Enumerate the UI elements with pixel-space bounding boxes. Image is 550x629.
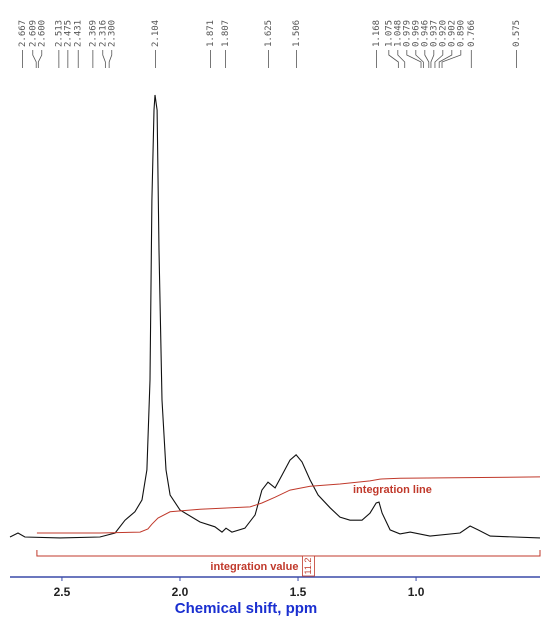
peak-label: 2.431 [74, 20, 84, 47]
peak-marker [32, 50, 37, 68]
x-axis-label: Chemical shift, ppm [175, 600, 318, 617]
peak-label: 1.048 [393, 20, 403, 47]
spectrum-line [9, 94, 541, 539]
peak-label: 1.871 [206, 20, 216, 47]
peak-label: 0.902 [447, 20, 457, 47]
peak-label: 1.625 [264, 20, 274, 47]
integration-line-label: integration line [353, 484, 432, 496]
peak-label: 2.369 [88, 20, 98, 47]
peak-marker [441, 50, 462, 68]
peak-label: 2.667 [18, 20, 28, 47]
peak-label: 0.969 [411, 20, 421, 47]
peak-marker [424, 50, 430, 68]
integration-bracket [36, 550, 541, 557]
peak-label: 1.075 [384, 20, 394, 47]
x-tick-label: 1.0 [408, 585, 425, 599]
peak-label: 0.890 [456, 20, 466, 47]
integration-line [36, 476, 541, 534]
x-tick-label: 2.5 [54, 585, 71, 599]
peak-marker [37, 50, 43, 68]
peak-marker [438, 50, 453, 68]
peak-marker [388, 50, 399, 68]
integration-value-label: integration value [210, 561, 298, 573]
peak-label: 0.766 [467, 20, 477, 47]
peak-marker [406, 50, 422, 68]
peak-label: 2.316 [98, 20, 108, 47]
peak-label: 2.300 [107, 20, 117, 47]
peak-marker [434, 50, 444, 68]
peak-marker [415, 50, 424, 68]
peak-label: 0.937 [429, 20, 439, 47]
peak-marker [397, 50, 406, 68]
peak-label: 1.506 [292, 20, 302, 47]
peak-label: 0.575 [512, 20, 522, 47]
peak-label: 0.946 [420, 20, 430, 47]
x-tick-label: 2.0 [172, 585, 189, 599]
peak-label: 1.168 [372, 20, 382, 47]
peak-label: 2.104 [151, 20, 161, 47]
peak-label: 2.475 [63, 20, 73, 47]
peak-marker [108, 50, 113, 68]
integration-value-box [302, 555, 315, 577]
peak-marker [102, 50, 106, 68]
peak-label: 2.609 [28, 20, 38, 47]
integration-value: 11.2 [303, 558, 313, 575]
peak-label: 2.513 [54, 20, 64, 47]
peak-label: 0.920 [438, 20, 448, 47]
peak-label: 2.600 [37, 20, 47, 47]
peak-marker [430, 50, 435, 68]
x-tick-label: 1.5 [290, 585, 307, 599]
peak-label: 0.979 [402, 20, 412, 47]
peak-label: 1.807 [221, 20, 231, 47]
